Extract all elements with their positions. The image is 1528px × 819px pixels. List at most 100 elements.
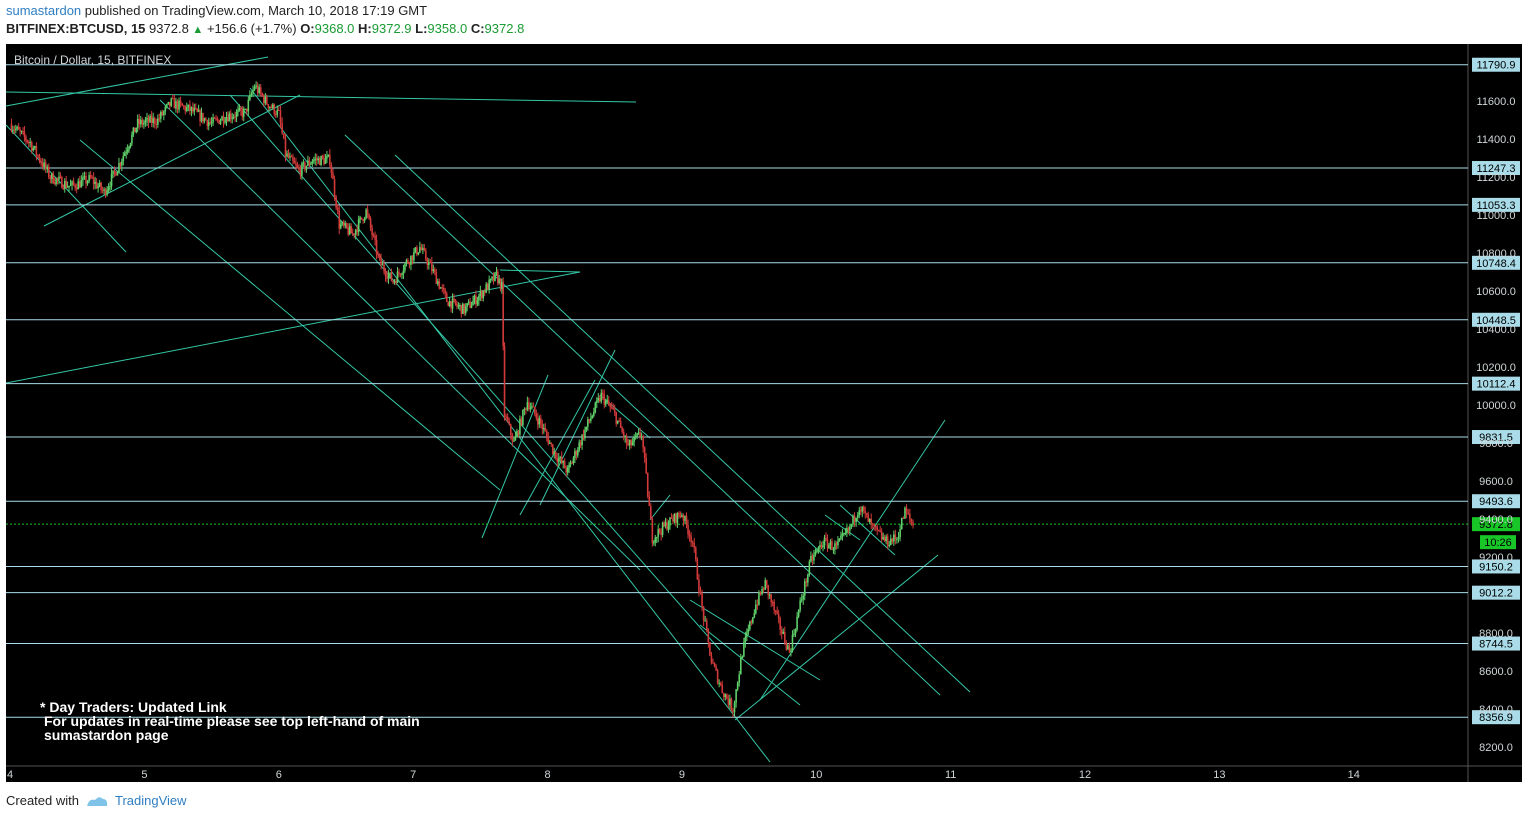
candle-body — [771, 601, 774, 603]
tradingview-link[interactable]: TradingView — [114, 793, 187, 808]
candle-body — [693, 542, 696, 548]
candle-body — [295, 163, 297, 166]
candle-body — [531, 406, 533, 408]
candle-body — [672, 518, 674, 522]
candle-body — [240, 108, 242, 111]
candle-body — [814, 551, 817, 555]
candle-body — [764, 580, 767, 590]
chart-title: Bitcoin / Dollar, 15, BITFINEX — [14, 53, 171, 67]
candle-body — [676, 512, 679, 524]
trendline-21 — [839, 504, 896, 556]
candle-body — [696, 559, 699, 580]
candle-body — [445, 293, 448, 302]
candle-body — [684, 515, 686, 521]
candle-body — [279, 110, 282, 123]
trendline-14 — [539, 349, 616, 506]
plot-area[interactable] — [6, 44, 1468, 766]
candle-body — [139, 119, 142, 125]
candle-body — [172, 98, 174, 100]
y-tick-14: 8600.0 — [1479, 666, 1513, 678]
candle-body — [885, 536, 887, 542]
candle-body — [675, 513, 677, 524]
candle-body — [755, 604, 757, 614]
y-tick-12: 9200.0 — [1479, 552, 1513, 564]
candle-body — [900, 517, 903, 530]
candle-body — [678, 512, 680, 516]
candle-body — [203, 118, 206, 122]
candle-body — [560, 456, 563, 463]
candle-body — [82, 177, 84, 181]
candle-body — [631, 441, 634, 446]
candle-body — [673, 513, 676, 522]
candle-body — [454, 299, 457, 304]
time-axis[interactable] — [6, 766, 1522, 782]
candle-body — [12, 129, 14, 131]
candle-body — [633, 436, 635, 442]
candle-body — [724, 694, 727, 698]
candle-body — [514, 436, 517, 441]
candle-body — [393, 280, 396, 283]
candle-body — [272, 104, 274, 109]
candle-body — [559, 456, 562, 459]
candle-body — [494, 272, 496, 281]
candle-body — [661, 522, 664, 535]
candle-body — [62, 188, 65, 190]
candle-body — [768, 594, 771, 596]
author-link[interactable]: sumastardon — [6, 3, 82, 18]
candle-body — [475, 295, 477, 305]
candle-body — [86, 181, 89, 184]
candle-body — [495, 271, 498, 273]
candle-body — [401, 274, 403, 276]
candle-body — [615, 412, 618, 424]
candle-body — [109, 186, 111, 188]
candle-body — [431, 262, 433, 272]
candle-body — [548, 442, 551, 444]
candle-body — [163, 111, 165, 116]
candle-body — [178, 100, 180, 110]
candle-body — [715, 666, 717, 671]
level-label-11: 8356.9 — [1479, 712, 1513, 724]
candle-body — [338, 210, 341, 229]
trendline-13 — [519, 379, 596, 516]
open-label: O: — [300, 21, 315, 36]
candle-body — [314, 158, 317, 160]
candle-body — [377, 254, 379, 256]
candle-body — [43, 162, 45, 167]
candle-body — [417, 252, 420, 255]
candle-body — [317, 158, 319, 161]
candle-body — [392, 280, 394, 283]
candle-body — [143, 122, 145, 125]
candle-body — [837, 541, 839, 546]
candle-body — [551, 444, 554, 454]
candle-body — [192, 107, 194, 112]
candle-body — [121, 161, 123, 166]
candle-body — [270, 106, 273, 109]
trendline-0 — [5, 91, 637, 103]
candle-body — [538, 418, 541, 425]
candle-body — [25, 136, 27, 141]
candle-body — [709, 642, 711, 656]
candle-body — [219, 120, 222, 124]
candle-body — [263, 95, 265, 104]
candle-body — [390, 272, 393, 281]
candle-body — [210, 122, 213, 124]
candle-body — [726, 694, 728, 699]
candle-body — [194, 108, 197, 110]
candle-body — [691, 542, 694, 544]
candle-body — [92, 177, 95, 185]
candle-body — [345, 223, 348, 228]
candle-body — [193, 108, 196, 112]
candle-body — [513, 440, 515, 442]
candle-body — [516, 431, 518, 437]
candle-body — [618, 420, 620, 422]
candle-body — [457, 305, 460, 307]
candle-body — [448, 301, 451, 307]
candle-body — [332, 173, 334, 180]
candle-body — [371, 227, 373, 236]
candle-body — [563, 461, 566, 469]
candle-body — [411, 255, 414, 261]
candle-body — [126, 149, 129, 152]
candle-body — [375, 240, 378, 255]
candle-body — [653, 542, 655, 544]
